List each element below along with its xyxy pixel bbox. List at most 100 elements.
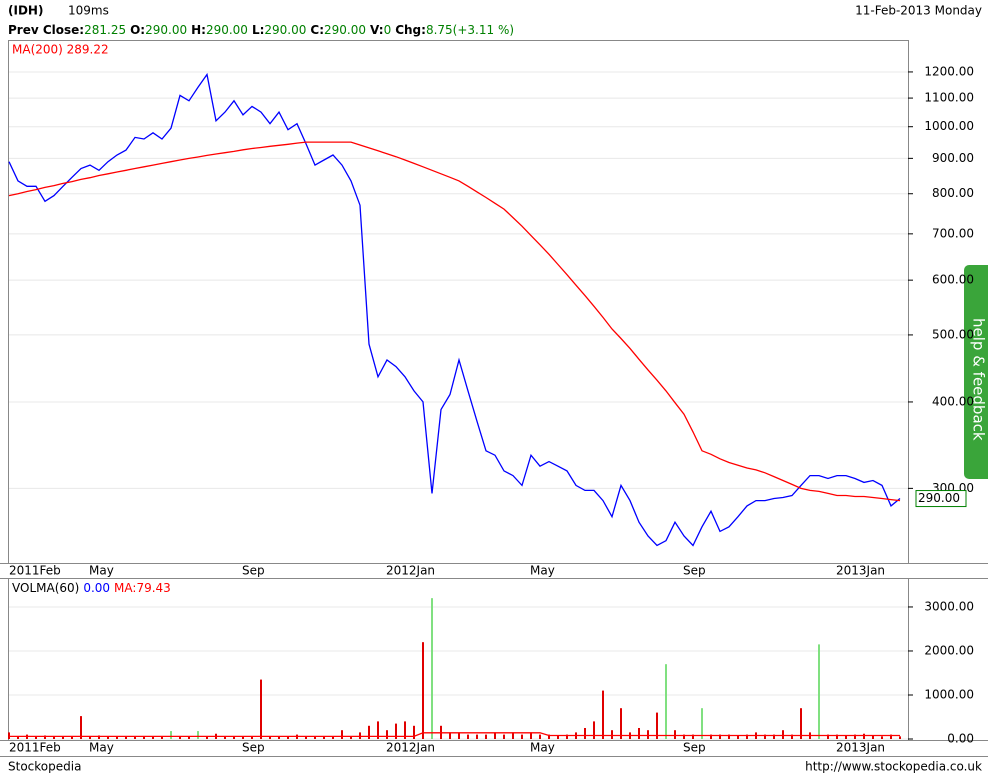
y-tick-label: 2000.00 [924,643,974,657]
y-tick-label: 400.00 [932,394,974,408]
footer-left: Stockopedia [8,760,81,774]
volume-bar [458,732,460,739]
quote-value: 290.00 [324,23,366,37]
volume-bar [665,664,667,739]
x-tick-label: Sep [683,741,706,755]
volume-bar [557,735,559,739]
x-tick-label: Sep [683,564,706,578]
volume-bar [404,721,406,739]
volume-bar [260,679,262,739]
volume-bar [890,734,892,739]
volume-bar [134,736,136,739]
volume-bar [314,736,316,739]
volume-bar [764,734,766,739]
volume-bar [17,736,19,739]
y-tick-label: 900.00 [932,151,974,165]
volume-bar [422,642,424,739]
volume-bar [89,736,91,739]
volume-bar [359,732,361,739]
volume-bar [611,730,613,739]
volume-bar [503,734,505,739]
volume-bar [188,736,190,739]
y-tick-label: 700.00 [932,226,974,240]
volume-bar [179,736,181,739]
volume-bar [773,734,775,739]
x-tick-label: 2011Feb [9,564,61,578]
volume-bar [701,708,703,739]
volume-bar [845,735,847,739]
x-tick-label: 2012Jan [386,564,435,578]
volume-bar [539,734,541,739]
quote-value: 290.00 [145,23,187,37]
volume-bar [107,736,109,739]
date: 11-Feb-2013 Monday [855,4,982,18]
volume-bar [719,734,721,739]
quote-value: 281.25 [84,23,126,37]
volume-bar [638,727,640,739]
timing: 109ms [68,4,109,18]
y-tick-label: 1000.00 [924,119,974,133]
quote-label: H: [191,23,206,37]
volume-bar [161,736,163,739]
volume-value: 0.00 [83,581,110,595]
y-tick-label: 800.00 [932,186,974,200]
y-tick-label: 1000.00 [924,687,974,701]
symbol: (IDH) [8,4,43,18]
volume-bar [674,730,676,739]
quote-label: Prev Close: [8,23,84,37]
volume-bar [494,732,496,739]
volume-bar [485,734,487,739]
line [8,72,901,547]
volume-bar [305,736,307,739]
volume-bar [287,736,289,739]
volume-bar [170,731,172,739]
x-tick-label: Sep [242,741,265,755]
volume-bar [683,734,685,739]
line [9,732,900,738]
volume-bar [881,736,883,739]
volume-bar [602,690,604,739]
volume-bar [737,735,739,739]
quote-line: Prev Close:281.25 O:290.00 H:290.00 L:290.0… [8,23,514,37]
quote-value: 8.75(+3.11 %) [426,23,514,37]
volume-bar [854,734,856,739]
x-tick-label: Sep [242,564,265,578]
volume-bar [863,733,865,739]
quote-label: C: [310,23,324,37]
y-tick-label: 1100.00 [924,91,974,105]
volume-legend: VOLMA(60) 0.00 MA:79.43 [12,581,171,595]
volume-bar [692,734,694,739]
volume-bar [206,736,208,739]
volume-bar [827,734,829,739]
volume-bar [377,721,379,739]
x-tick-label: May [530,564,555,578]
help-tab-label[interactable]: help & feedback [970,318,988,441]
x-tick-label: 2013Jan [836,564,885,578]
volume-title: VOLMA(60) [12,581,79,595]
volume-bar [80,716,82,739]
volume-bar [332,736,334,739]
quote-label: Chg: [395,23,426,37]
volume-bar [530,732,532,739]
footer-right: http://www.stockopedia.co.uk [805,760,982,774]
volume-bar [71,736,73,739]
volume-bar [800,708,802,739]
volume-bar [746,734,748,739]
volume-bar [143,736,145,739]
quote-label: O: [130,23,145,37]
volume-bar [899,736,901,739]
x-tick-label: May [530,741,555,755]
volume-bar [395,723,397,739]
help-tab[interactable] [964,265,988,479]
volume-bar [251,736,253,739]
volume-ma: MA:79.43 [114,581,171,595]
volume-bar [323,736,325,739]
volume-bar [8,732,10,739]
volume-bar [413,725,415,739]
volume-bar [521,734,523,739]
volume-bar [269,736,271,739]
y-tick-label: 0.00 [947,732,974,746]
volume-bar [476,734,478,739]
